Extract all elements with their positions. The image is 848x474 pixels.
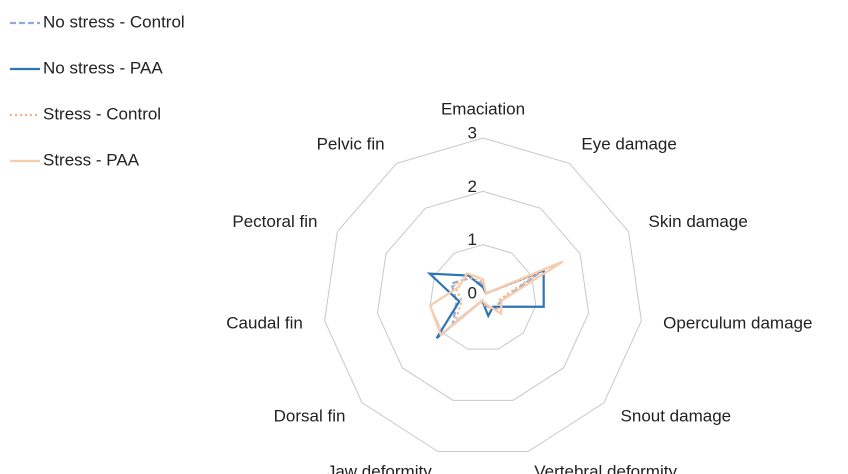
legend-label: No stress - Control [43, 12, 185, 31]
r-tick-label: 3 [468, 123, 477, 142]
category-label: Vertebral deformity [534, 462, 677, 474]
legend-label: Stress - Control [43, 104, 161, 123]
category-label: Pelvic fin [317, 134, 385, 153]
legend-label: Stress - PAA [43, 150, 140, 169]
category-label: Jaw deformity [327, 462, 432, 474]
r-tick-label: 2 [468, 177, 477, 196]
category-label: Eye damage [581, 134, 676, 153]
grid-ring [376, 190, 590, 401]
r-tick-label: 1 [468, 230, 477, 249]
grid-ring [324, 137, 642, 453]
legend-label: No stress - PAA [43, 58, 163, 77]
category-label: Dorsal fin [274, 407, 346, 426]
grid-ring [429, 244, 537, 350]
category-label: Pectoral fin [232, 212, 317, 231]
category-label: Caudal fin [226, 313, 303, 332]
category-label: Skin damage [649, 212, 748, 231]
r-tick-label: 0 [468, 283, 477, 302]
category-label: Emaciation [441, 99, 525, 118]
category-label: Operculum damage [663, 313, 812, 332]
category-label: Snout damage [621, 407, 732, 426]
series-line [428, 260, 564, 337]
